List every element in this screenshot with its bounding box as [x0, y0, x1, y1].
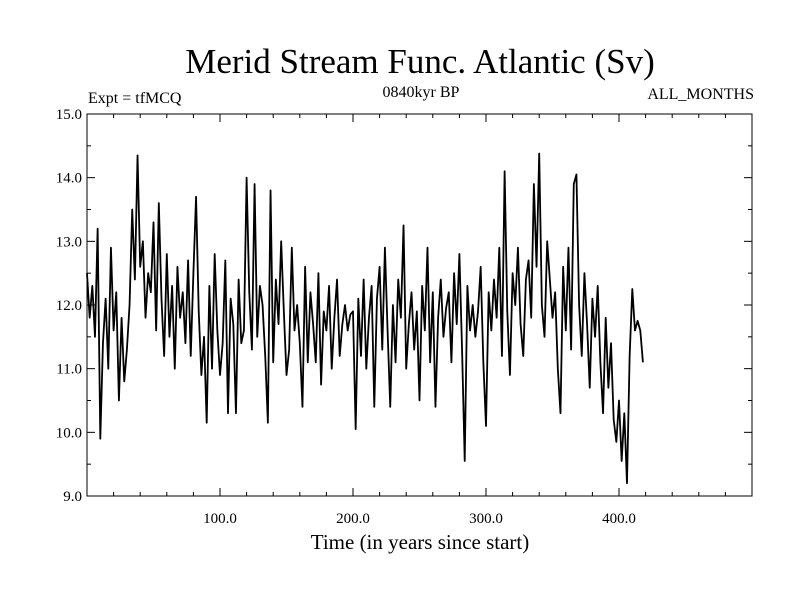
y-tick-label: 9.0: [63, 489, 82, 505]
x-axis-label: Time (in years since start): [311, 530, 530, 554]
months-label: ALL_MONTHS: [647, 86, 754, 103]
chart-title: Merid Stream Func. Atlantic (Sv): [185, 42, 655, 81]
x-tick-label: 200.0: [336, 511, 370, 527]
y-tick-label: 15.0: [56, 107, 82, 123]
y-tick-label: 13.0: [56, 234, 82, 250]
period-label: 0840kyr BP: [383, 84, 460, 101]
y-tick-label: 12.0: [56, 298, 82, 314]
x-tick-label: 400.0: [602, 511, 636, 527]
plot-frame: [86, 113, 753, 497]
experiment-label: Expt = tfMCQ: [88, 90, 182, 107]
x-axis: 100.0 200.0 300.0 400.0: [113, 114, 726, 527]
y-tick-label: 14.0: [56, 171, 82, 187]
x-tick-label: 300.0: [469, 511, 503, 527]
series-line: [86, 152, 644, 485]
x-tick-label: 100.0: [203, 511, 237, 527]
y-tick-label: 10.0: [56, 425, 82, 441]
y-tick-label: 11.0: [56, 362, 82, 378]
y-axis: 9.0 10.0 11.0 12.0 13.0 14.0 15.0: [56, 107, 752, 505]
